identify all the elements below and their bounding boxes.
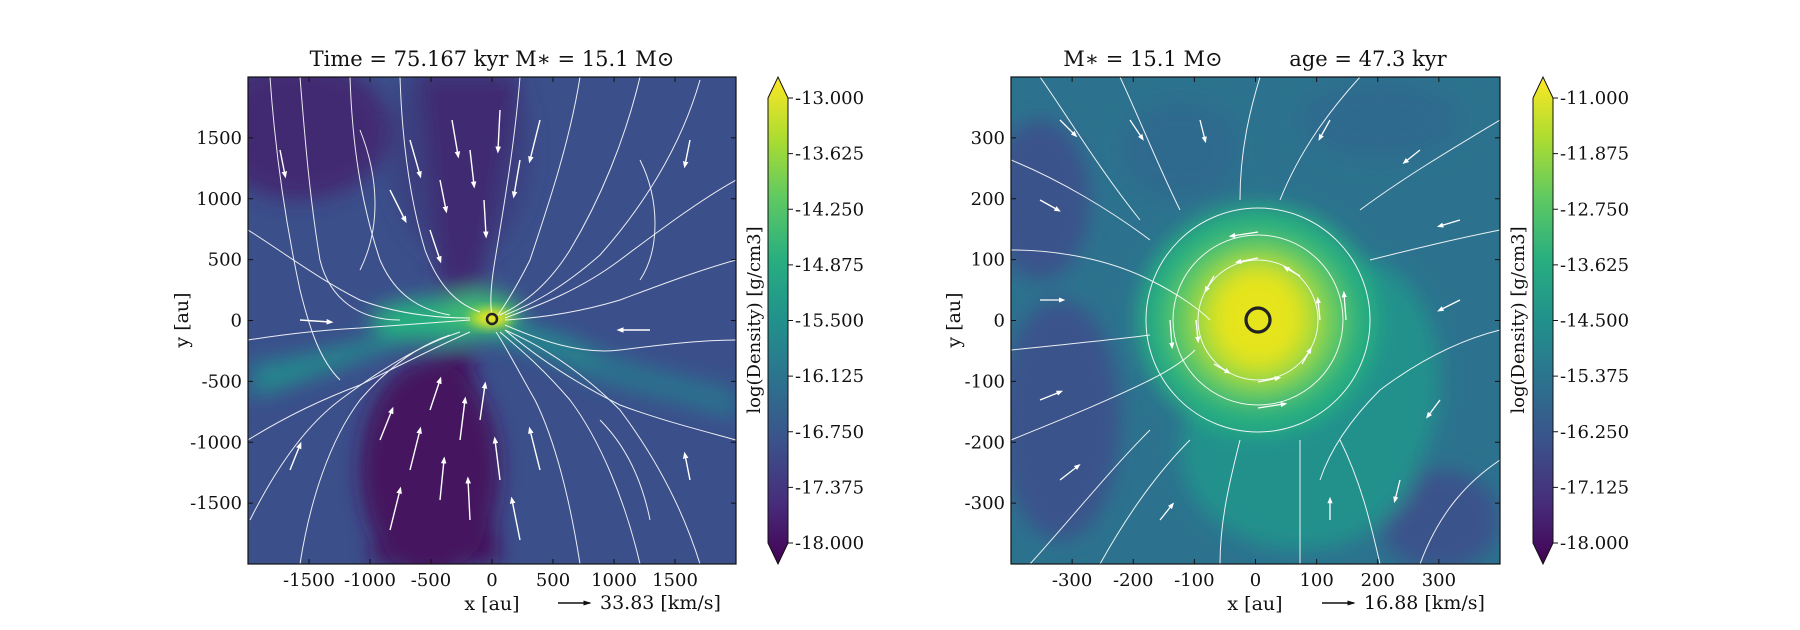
right-velocity-arrows	[1039, 119, 1461, 521]
left-streamlines	[248, 77, 736, 564]
right-y-axis-label: y [au]	[943, 292, 965, 348]
right-panel: M∗ = 15.1 M⊙ age = 47.3 kyr x [au] y [au…	[943, 47, 1629, 615]
left-x-tick-label: -1500	[283, 570, 335, 591]
left-colorbar-label: log(Density) [g/cm3]	[744, 226, 765, 413]
right-x-axis-label: x [au]	[1227, 593, 1282, 615]
left-y-ticks: 1500 1000 500 0 -500 -1000 -1500	[190, 128, 736, 514]
right-y-tick-label: -100	[965, 371, 1005, 392]
right-x-tick-label: 0	[1250, 570, 1261, 591]
left-x-tick-label: -500	[411, 570, 451, 591]
right-y-ticks: 300 200 100 0 -100 -200 -300	[965, 128, 1500, 514]
right-colorbar-tick-label: -15.375	[1560, 366, 1629, 387]
left-colorbar-tick-label: -15.500	[795, 311, 864, 332]
right-colorbar-tick-label: -11.000	[1560, 88, 1629, 109]
left-colorbar-tick-label: -16.125	[795, 366, 864, 387]
right-density-map	[1011, 77, 1500, 564]
left-star-marker	[485, 312, 499, 326]
left-velocity-key-label: 33.83 [km/s]	[600, 592, 721, 614]
left-density-map	[248, 77, 736, 564]
left-colorbar-ticks: -13.000 -13.625 -14.250 -14.875 -15.500 -16.1…	[788, 88, 864, 554]
right-colorbar-tick-label: -14.500	[1560, 311, 1629, 332]
left-velocity-arrows	[279, 109, 691, 541]
left-colorbar-tick-label: -18.000	[795, 533, 864, 554]
left-x-tick-label: 500	[536, 570, 570, 591]
left-colorbar-tick-label: -16.750	[795, 422, 864, 443]
right-colorbar-ticks: -11.000 -11.875 -12.750 -13.625 -14.500 -15.3…	[1553, 88, 1629, 554]
right-y-tick-label: 300	[971, 128, 1005, 149]
right-x-tick-label: 200	[1361, 570, 1395, 591]
right-y-tick-label: -300	[965, 493, 1005, 514]
left-colorbar-tick-label: -13.000	[795, 88, 864, 109]
right-title: M∗ = 15.1 M⊙ age = 47.3 kyr	[1063, 47, 1447, 71]
left-y-tick-label: 1500	[196, 128, 242, 149]
left-y-axis-label: y [au]	[171, 292, 193, 348]
left-y-tick-label: -1000	[190, 432, 242, 453]
right-colorbar-tick-label: -11.875	[1560, 144, 1629, 165]
left-title: Time = 75.167 kyr M∗ = 15.1 M⊙	[310, 47, 675, 71]
left-x-axis-label: x [au]	[464, 593, 519, 615]
right-x-tick-label: -200	[1113, 570, 1153, 591]
right-colorbar-tick-label: -17.125	[1560, 477, 1629, 498]
left-colorbar-tick-label: -13.625	[795, 144, 864, 165]
right-colorbar-tick-label: -13.625	[1560, 255, 1629, 276]
right-y-tick-label: -200	[965, 432, 1005, 453]
right-colorbar-label: log(Density) [g/cm3]	[1508, 226, 1529, 413]
right-x-ticks: -300 -200 -100 0 100 200 300	[1052, 77, 1456, 591]
left-colorbar-tick-label: -14.250	[795, 199, 864, 220]
left-y-tick-label: 0	[231, 311, 242, 332]
left-x-tick-label: 1000	[591, 570, 637, 591]
left-y-tick-label: -500	[202, 371, 242, 392]
right-colorbar-tick-label: -12.750	[1560, 199, 1629, 220]
right-y-tick-label: 200	[971, 189, 1005, 210]
left-y-tick-label: 500	[208, 250, 242, 271]
left-colorbar: -13.000 -13.625 -14.250 -14.875 -15.500 -16.1…	[744, 75, 864, 566]
left-x-tick-label: -1000	[344, 570, 396, 591]
left-colorbar-tick-label: -14.875	[795, 255, 864, 276]
right-x-tick-label: -100	[1174, 570, 1214, 591]
left-colorbar-bar	[767, 75, 789, 566]
right-colorbar: -11.000 -11.875 -12.750 -13.625 -14.500 -15.3…	[1508, 75, 1629, 566]
left-x-tick-label: 0	[486, 570, 497, 591]
right-streamlines	[1011, 77, 1500, 564]
right-star-marker	[1244, 306, 1272, 334]
right-velocity-key-label: 16.88 [km/s]	[1364, 592, 1485, 614]
right-x-tick-label: -300	[1052, 570, 1092, 591]
right-velocity-key: 16.88 [km/s]	[1322, 592, 1485, 614]
right-colorbar-tick-label: -18.000	[1560, 533, 1629, 554]
left-x-tick-label: 1500	[652, 570, 698, 591]
right-colorbar-tick-label: -16.250	[1560, 422, 1629, 443]
left-y-tick-label: -1500	[190, 493, 242, 514]
right-y-tick-label: 0	[994, 311, 1005, 332]
left-velocity-key: 33.83 [km/s]	[558, 592, 721, 614]
left-y-tick-label: 1000	[196, 189, 242, 210]
right-x-tick-label: 300	[1422, 570, 1456, 591]
left-x-ticks: -1500 -1000 -500 0 500 1000 1500	[283, 77, 698, 591]
right-colorbar-bar	[1532, 75, 1554, 566]
left-panel: Time = 75.167 kyr M∗ = 15.1 M⊙ x [au] y …	[171, 47, 864, 615]
right-y-tick-label: 100	[971, 250, 1005, 271]
right-x-tick-label: 100	[1299, 570, 1333, 591]
left-colorbar-tick-label: -17.375	[795, 477, 864, 498]
